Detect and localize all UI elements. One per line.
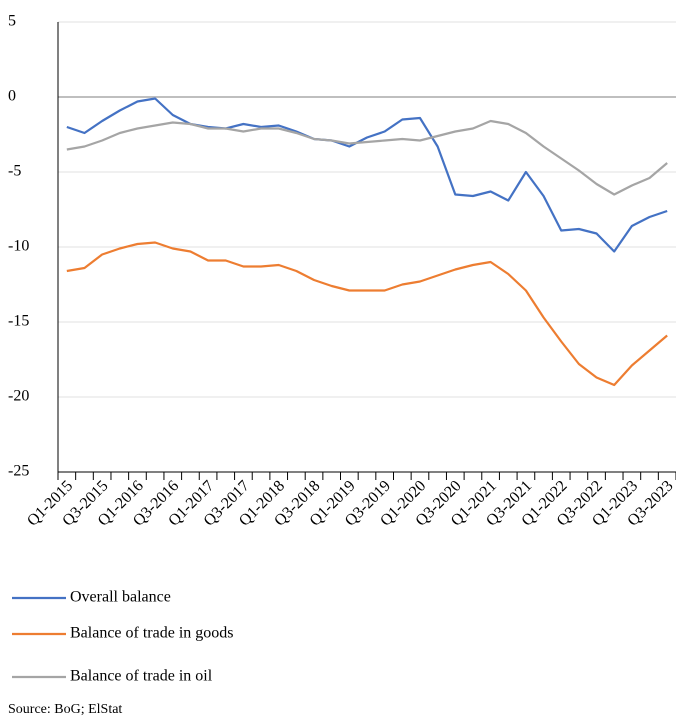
legend-label: Overall balance [70,589,171,606]
y-tick-label: -20 [8,388,29,405]
series-line [66,97,668,253]
series-line [66,119,668,196]
y-tick-label: 0 [8,88,16,105]
y-tick-label: -5 [8,163,21,180]
y-tick-label: -25 [8,463,29,480]
y-tick-label: -10 [8,238,29,255]
y-tick-label: -15 [8,313,29,330]
legend-label: Balance of trade in goods [70,625,234,642]
y-tick-label: 5 [8,13,16,30]
legend-label: Balance of trade in oil [70,668,213,685]
source-note: Source: BoG; ElStat [8,702,122,717]
series-line [66,241,668,387]
